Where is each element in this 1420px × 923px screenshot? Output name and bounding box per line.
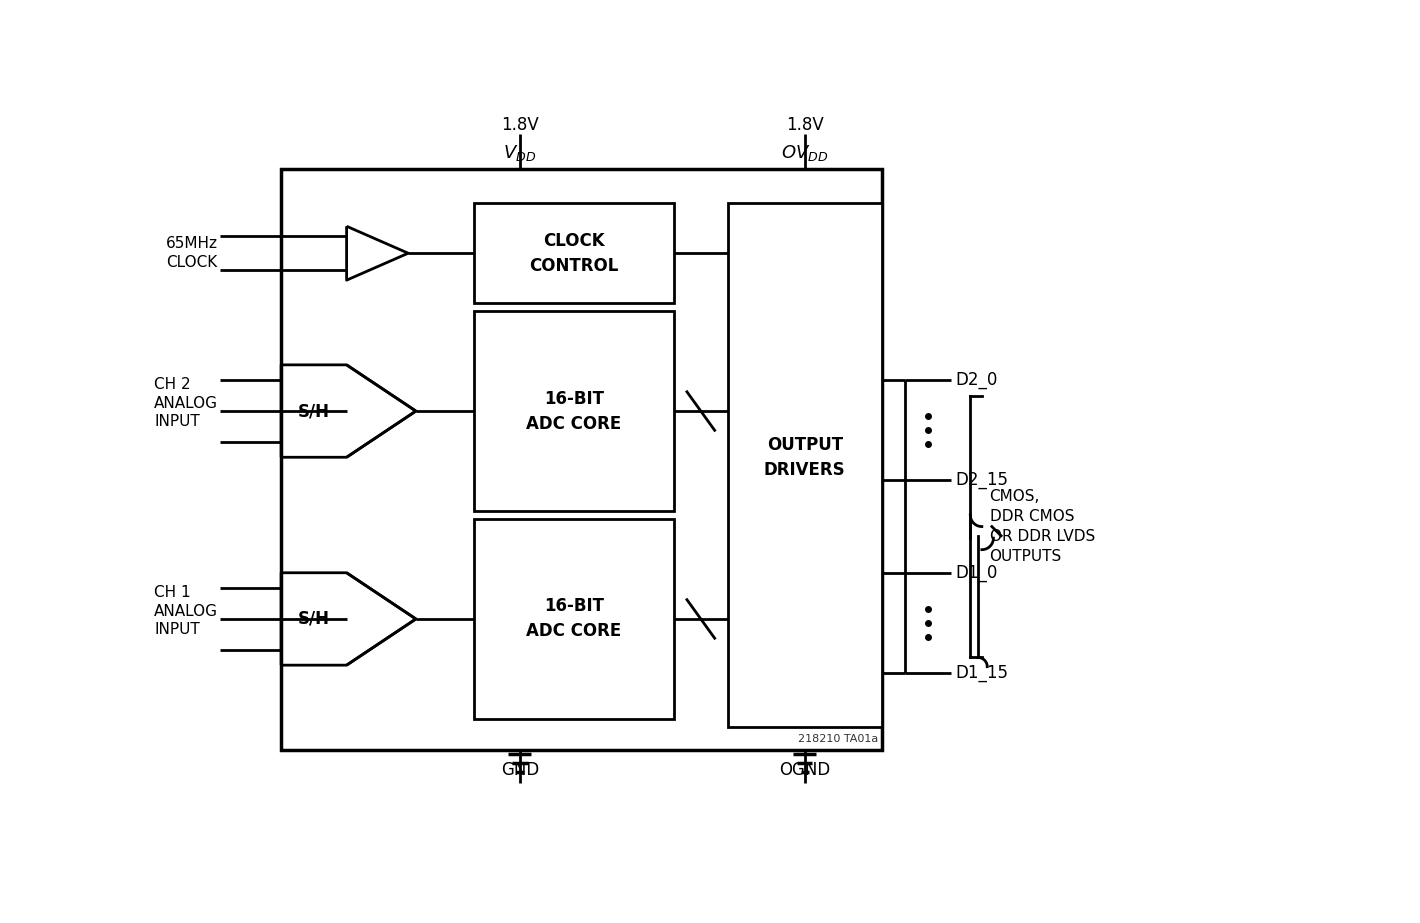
Text: D2_0: D2_0	[954, 371, 997, 390]
Text: 1.8V: 1.8V	[785, 115, 824, 134]
Text: $V_{DD}$: $V_{DD}$	[503, 143, 537, 163]
Bar	[474, 519, 674, 719]
Text: 65MHz
CLOCK: 65MHz CLOCK	[166, 236, 219, 270]
Text: OUTPUT
DRIVERS: OUTPUT DRIVERS	[764, 436, 845, 479]
Text: GND: GND	[501, 761, 540, 779]
Text: D1_0: D1_0	[954, 564, 997, 581]
Text: 16-BIT
ADC CORE: 16-BIT ADC CORE	[527, 597, 622, 641]
Text: OGND: OGND	[780, 761, 831, 779]
Text: D2_15: D2_15	[954, 472, 1008, 489]
Text: CMOS,
DDR CMOS
OR DDR LVDS
OUTPUTS: CMOS, DDR CMOS OR DDR LVDS OUTPUTS	[990, 489, 1095, 564]
Text: CH 1
ANALOG
INPUT: CH 1 ANALOG INPUT	[153, 585, 219, 638]
Bar	[281, 169, 882, 749]
Bar	[474, 203, 674, 304]
Text: S/H: S/H	[298, 610, 329, 628]
Text: CLOCK
CONTROL: CLOCK CONTROL	[530, 232, 619, 275]
Bar	[728, 203, 882, 726]
Text: S/H: S/H	[298, 402, 329, 420]
Text: 16-BIT
ADC CORE: 16-BIT ADC CORE	[527, 390, 622, 433]
Text: 1.8V: 1.8V	[501, 115, 538, 134]
Bar	[474, 311, 674, 511]
Text: $OV_{DD}$: $OV_{DD}$	[781, 143, 828, 163]
Text: CH 2
ANALOG
INPUT: CH 2 ANALOG INPUT	[153, 378, 219, 429]
Text: D1_15: D1_15	[954, 664, 1008, 682]
Text: 218210 TA01a: 218210 TA01a	[798, 734, 878, 744]
